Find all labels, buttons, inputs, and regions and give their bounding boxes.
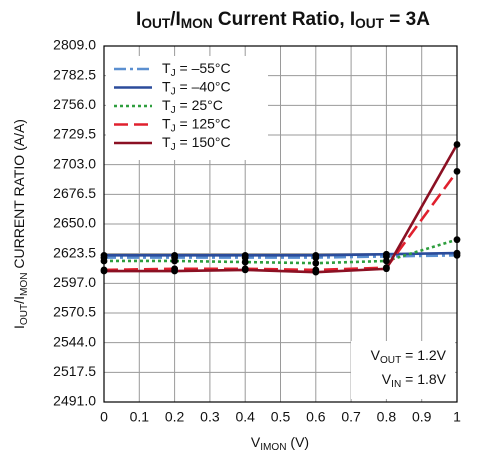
- data-point: [241, 251, 249, 259]
- plot-frame: [103, 45, 458, 403]
- text-part: OUT: [141, 16, 171, 31]
- text-part: Current Ratio, I: [213, 9, 356, 30]
- legend-label: TJ = –40°C: [162, 78, 231, 97]
- text-part: = –40°C: [176, 78, 231, 94]
- y-tick-label: 2703.0: [53, 155, 96, 171]
- y-axis-label: IOUT/IMON CURRENT RATIO (A/A): [11, 119, 30, 329]
- data-point: [453, 249, 461, 257]
- legend-label: TJ = –55°C: [162, 60, 231, 79]
- text-part: V: [382, 371, 392, 387]
- legend-label: TJ = 125°C: [162, 115, 231, 134]
- data-point: [171, 267, 179, 275]
- text-part: V: [251, 434, 261, 450]
- y-tick-label: 2782.5: [53, 66, 96, 82]
- text-part: = 1.8V: [401, 371, 446, 387]
- y-tick-label: 2491.0: [53, 393, 96, 409]
- annotation: VIN = 1.8V: [382, 371, 447, 390]
- text-part: OUT: [19, 304, 30, 325]
- text-part: J: [171, 86, 176, 97]
- text-part: T: [162, 60, 171, 76]
- annotation: VOUT = 1.2V: [371, 347, 447, 366]
- text-part: CURRENT RATIO (A/A): [11, 119, 27, 273]
- text-part: J: [171, 123, 176, 134]
- x-tick-label: 0.7: [341, 409, 361, 425]
- text-part: IMON: [260, 442, 286, 453]
- x-tick-label: 0.1: [130, 409, 150, 425]
- chart-title: IOUT/IMON Current Ratio, IOUT = 3A: [136, 9, 430, 31]
- text-part: MON: [19, 273, 30, 297]
- x-tick-label: 0.6: [306, 409, 326, 425]
- text-part: = 25°C: [176, 97, 223, 113]
- y-tick-label: 2729.5: [53, 126, 96, 142]
- y-tick-label: 2650.0: [53, 215, 96, 231]
- text-part: T: [162, 115, 171, 131]
- series-line: [103, 170, 459, 272]
- x-tick-label: 0.9: [412, 409, 432, 425]
- text-part: T: [162, 78, 171, 94]
- text-part: T: [162, 134, 171, 150]
- text-part: J: [171, 68, 176, 79]
- x-tick-label: 0.4: [235, 409, 255, 425]
- x-tick-label: 0.3: [200, 409, 220, 425]
- y-tick-label: 2517.5: [53, 363, 96, 379]
- x-tick-label: 0.8: [377, 409, 397, 425]
- text-part: /I: [170, 9, 181, 30]
- data-point: [383, 265, 390, 273]
- text-part: OUT: [380, 355, 401, 366]
- data-point: [100, 257, 108, 265]
- data-point: [312, 251, 320, 259]
- y-tick-label: 2676.5: [53, 185, 96, 201]
- data-point: [171, 257, 179, 265]
- data-point: [171, 251, 179, 259]
- y-tick-label: 2544.0: [53, 333, 96, 349]
- x-tick-label: 0.2: [165, 409, 185, 425]
- text-part: = 150°C: [176, 134, 231, 150]
- text-part: MON: [181, 16, 213, 31]
- x-tick-label: 0.5: [271, 409, 291, 425]
- text-part: = –55°C: [176, 60, 231, 76]
- data-point: [383, 257, 390, 265]
- legend-label: TJ = 150°C: [162, 134, 231, 153]
- text-part: I: [136, 9, 141, 30]
- y-tick-label: 2809.0: [53, 37, 96, 53]
- data-point: [100, 251, 108, 259]
- text-part: IN: [391, 379, 401, 390]
- text-part: I: [11, 325, 27, 329]
- y-tick-label: 2623.5: [53, 244, 96, 260]
- series-line: [104, 251, 458, 257]
- series-line: [104, 238, 458, 265]
- text-part: OUT: [355, 16, 385, 31]
- annotation-box: [351, 341, 455, 399]
- data-point: [241, 266, 249, 274]
- text-part: V: [371, 347, 381, 363]
- text-part: (V): [287, 434, 310, 450]
- y-tick-label: 2597.0: [53, 274, 96, 290]
- data-point: [312, 259, 320, 267]
- text-part: J: [171, 142, 176, 153]
- data-point: [100, 267, 108, 275]
- text-part: J: [171, 105, 176, 116]
- text-part: /I: [11, 296, 27, 304]
- data-point: [383, 250, 390, 258]
- y-tick-label: 2570.5: [53, 304, 96, 320]
- text-part: = 125°C: [176, 115, 231, 131]
- text-part: = 1.2V: [401, 347, 446, 363]
- legend-label: TJ = 25°C: [162, 97, 223, 116]
- x-axis-label: VIMON (V): [251, 434, 309, 453]
- x-tick-label: 1: [453, 409, 461, 425]
- series-line: [104, 143, 459, 274]
- data-point: [453, 141, 461, 148]
- text-part: = 3A: [384, 9, 430, 30]
- text-part: T: [162, 97, 171, 113]
- data-point: [453, 167, 461, 175]
- data-point: [241, 258, 249, 266]
- data-point: [312, 268, 320, 276]
- y-tick-label: 2756.0: [53, 96, 96, 112]
- x-tick-label: 0: [100, 409, 108, 425]
- data-point: [453, 236, 461, 244]
